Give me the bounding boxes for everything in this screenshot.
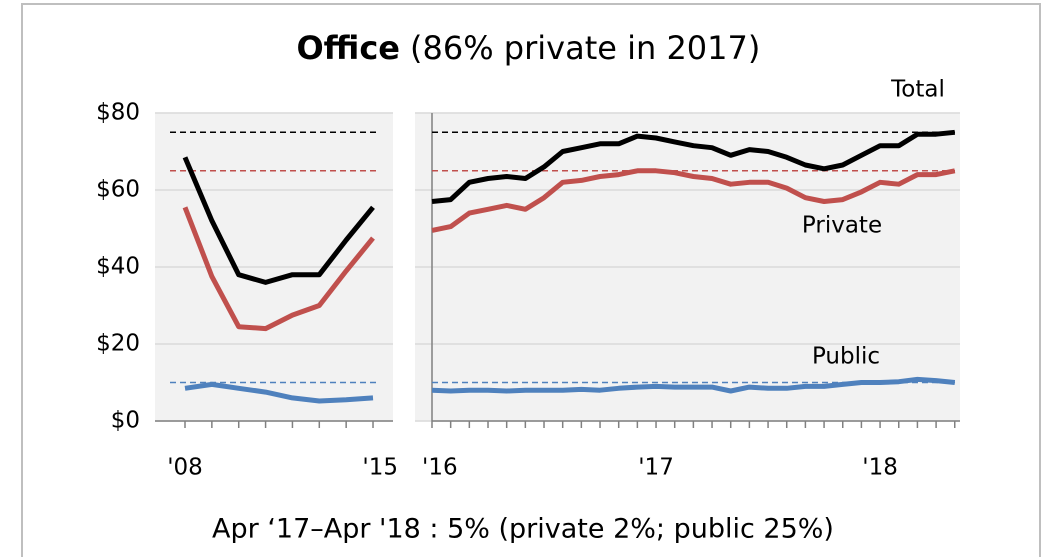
- x-tick-label: '18: [862, 455, 898, 481]
- x-tick-label: '17: [638, 455, 674, 481]
- x-tick-label: '15: [362, 455, 398, 481]
- annotation: Total: [890, 77, 945, 103]
- line-series: [182, 156, 375, 285]
- line-series: [182, 206, 375, 332]
- annotation: Public: [812, 344, 880, 370]
- y-tick-label: $40: [96, 254, 140, 280]
- x-tick-label: '08: [167, 455, 203, 481]
- x-tick-label: '16: [422, 455, 458, 481]
- line-series: [431, 168, 956, 233]
- annotation: Private: [802, 213, 882, 239]
- y-tick-label: $60: [96, 177, 140, 203]
- line-series: [431, 376, 956, 394]
- y-tick-label: $0: [111, 408, 140, 434]
- line-series: [184, 381, 374, 404]
- footer: Apr ‘17–Apr '18 : 5% (private 2%; public…: [212, 514, 834, 545]
- y-tick-label: $80: [96, 100, 140, 126]
- chart-title: Office: [296, 29, 400, 67]
- chart-subtitle: (86% private in 2017): [410, 29, 760, 67]
- line-series: [431, 129, 956, 204]
- y-tick-label: $20: [96, 331, 140, 357]
